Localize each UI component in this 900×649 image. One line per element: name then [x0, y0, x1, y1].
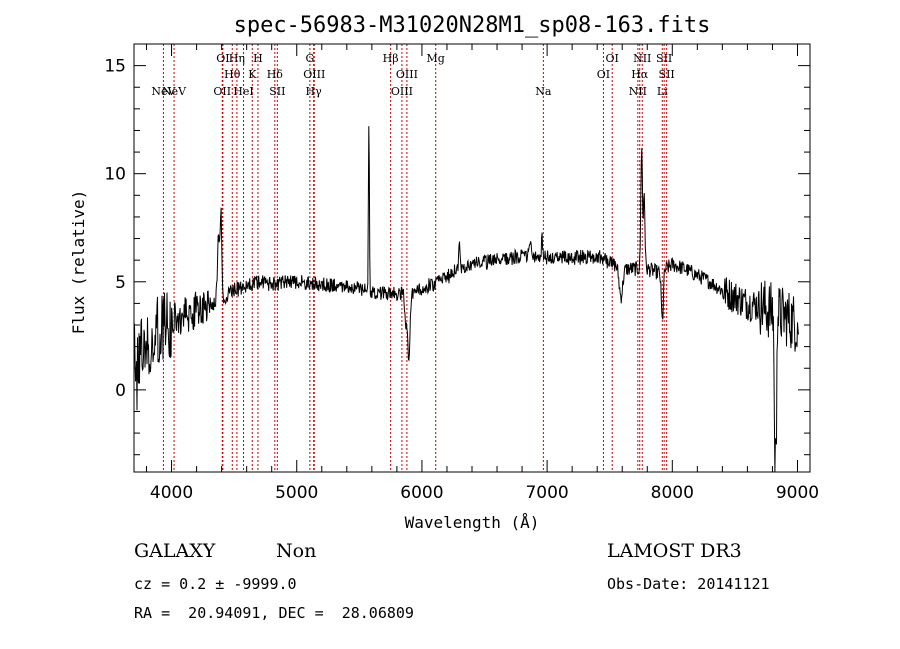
line-label: Hδ: [267, 68, 284, 81]
line-label: Li: [657, 85, 668, 98]
observation-date: Obs-Date: 20141121: [607, 575, 770, 593]
line-label: Hα: [631, 68, 649, 81]
line-label: Hγ: [306, 85, 323, 98]
x-tick-label: 9000: [776, 483, 819, 503]
y-tick-label: 10: [104, 165, 126, 185]
chart-title: spec-56983-M31020N28M1_sp08-163.fits: [234, 13, 711, 38]
line-label: Hβ: [383, 52, 399, 65]
line-label: NeV: [162, 85, 187, 98]
axis-ticks: [134, 44, 810, 472]
line-label: SII: [656, 52, 672, 65]
axis-tick-labels: 4000 5000 6000 7000 8000 9000 0 5 10 15: [104, 57, 819, 503]
x-tick-label: 5000: [275, 483, 318, 503]
y-tick-label: 5: [115, 273, 126, 293]
object-subclass: Non: [276, 540, 317, 562]
x-axis-label: Wavelength (Å): [405, 513, 540, 532]
line-label: NII: [633, 52, 651, 65]
object-class: GALAXY: [134, 540, 216, 562]
spectrum-line: [133, 126, 799, 473]
x-tick-label: 7000: [525, 483, 568, 503]
x-tick-label: 4000: [150, 483, 193, 503]
line-label: Hθ: [224, 68, 241, 81]
line-label: H: [253, 52, 263, 65]
line-label: OI: [216, 52, 229, 65]
x-tick-label: 6000: [400, 483, 443, 503]
survey-name: LAMOST DR3: [607, 540, 742, 562]
line-label: SII: [269, 85, 285, 98]
line-label: OI: [597, 68, 610, 81]
line-label: OI: [606, 52, 619, 65]
line-label: SII: [659, 68, 675, 81]
line-label: Na: [535, 85, 552, 98]
line-label: Hη: [229, 52, 245, 65]
line-label: OII: [213, 85, 231, 98]
line-label: OIII: [396, 68, 418, 81]
line-label: K: [248, 68, 257, 81]
sky-coordinates: RA = 20.94091, DEC = 28.06809: [134, 604, 414, 622]
line-label: OIII: [303, 68, 325, 81]
plot-frame: [133, 43, 811, 473]
line-label: HeI: [233, 85, 253, 98]
y-tick-label: 15: [104, 57, 126, 77]
y-axis-label: Flux (relative): [69, 190, 88, 335]
line-label: NII: [629, 85, 647, 98]
y-tick-label: 0: [115, 381, 126, 401]
line-label: G: [305, 52, 314, 65]
redshift-cz: cz = 0.2 ± -9999.0: [134, 575, 297, 593]
line-label: Mg: [427, 52, 445, 65]
line-label: OIII: [391, 85, 413, 98]
line-label: NeV: [151, 85, 176, 98]
x-tick-label: 8000: [651, 483, 694, 503]
